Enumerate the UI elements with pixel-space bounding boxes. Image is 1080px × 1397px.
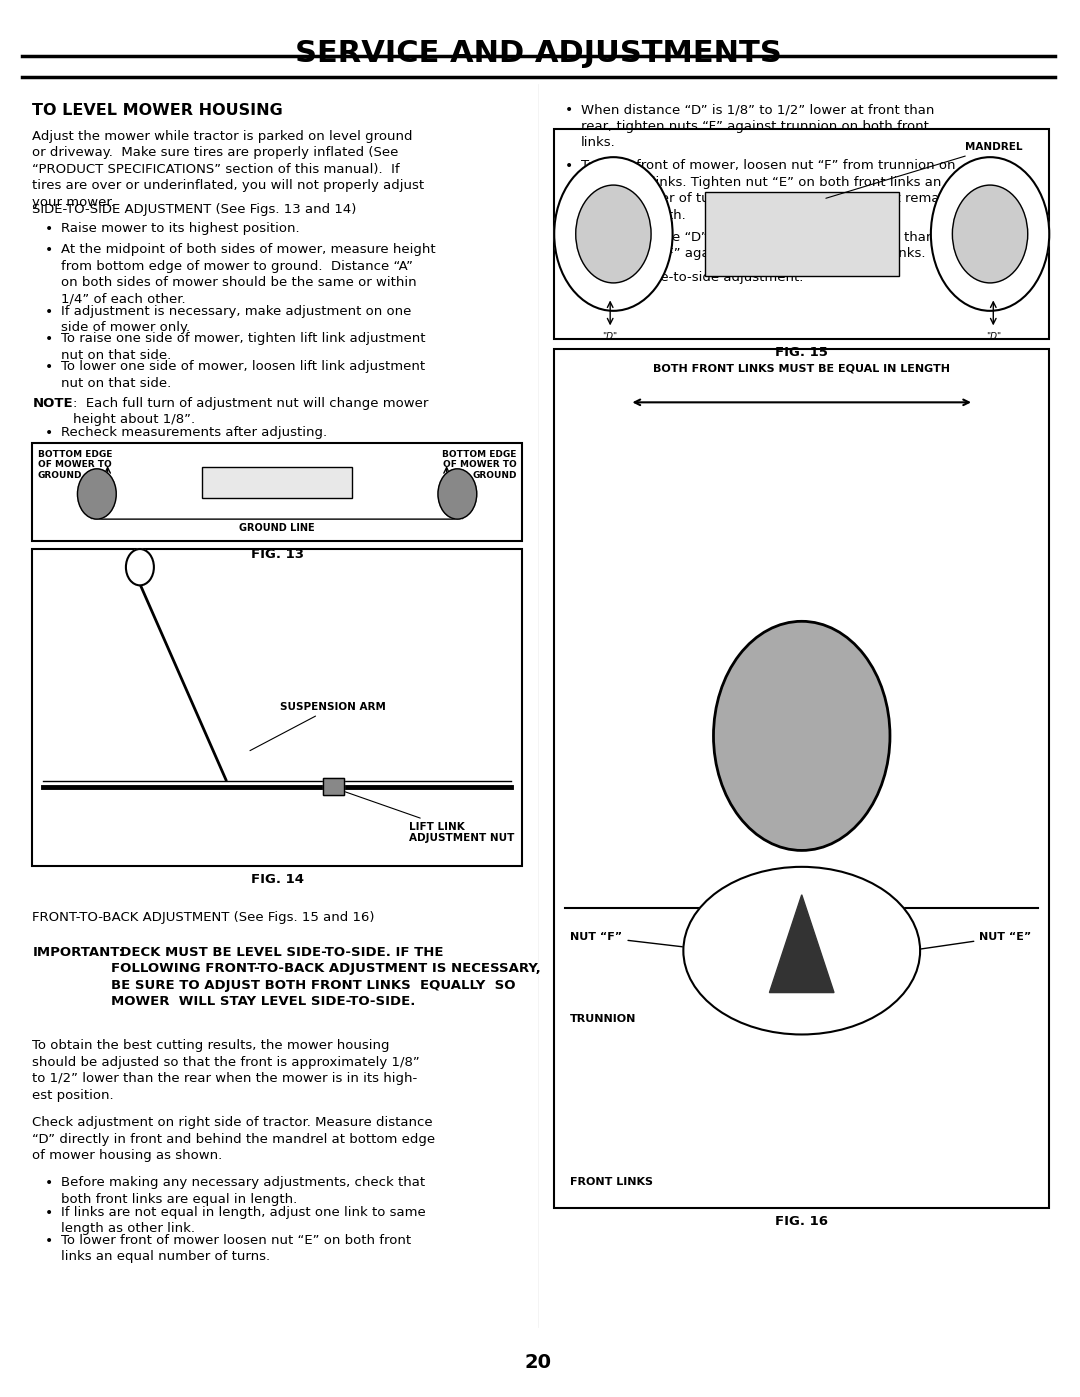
Text: :  Each full turn of adjustment nut will change mower
height about 1/8”.: : Each full turn of adjustment nut will … [73,397,429,426]
Text: At the midpoint of both sides of mower, measure height
from bottom edge of mower: At the midpoint of both sides of mower, … [62,243,436,306]
Text: To obtain the best cutting results, the mower housing
should be adjusted so that: To obtain the best cutting results, the … [32,1039,420,1102]
Text: 20: 20 [525,1352,552,1372]
FancyBboxPatch shape [202,468,352,499]
Circle shape [438,469,476,520]
Circle shape [931,156,1050,312]
Text: Recheck side-to-side adjustment.: Recheck side-to-side adjustment. [581,271,804,284]
Text: •: • [565,271,573,285]
FancyBboxPatch shape [32,549,522,866]
Text: "D": "D" [986,332,1001,341]
Text: •: • [45,360,53,374]
Circle shape [554,156,673,312]
Circle shape [714,622,890,851]
Text: •: • [45,332,53,346]
Text: NOTE: NOTE [32,397,73,409]
Text: MANDREL: MANDREL [826,142,1023,198]
Text: When distance “D” is 1/8” to 1/2” lower at front than
rear, tighten nuts “F” aga: When distance “D” is 1/8” to 1/2” lower … [581,103,934,149]
Text: If adjustment is necessary, make adjustment on one
side of mower only.: If adjustment is necessary, make adjustm… [62,305,411,334]
Text: FIG. 14: FIG. 14 [251,873,303,886]
Text: Before making any necessary adjustments, check that
both front links are equal i: Before making any necessary adjustments,… [62,1176,426,1206]
Text: BOTH FRONT LINKS MUST BE EQUAL IN LENGTH: BOTH FRONT LINKS MUST BE EQUAL IN LENGTH [653,363,950,373]
FancyBboxPatch shape [705,191,899,277]
Circle shape [953,186,1028,282]
Text: To raise front of mower, loosen nut “F” from trunnion on
both front links. Tight: To raise front of mower, loosen nut “F” … [581,159,956,222]
Text: When distance “D” is 1/8” to 1/2” lower at front than rear,
tighten nut “F” agai: When distance “D” is 1/8” to 1/2” lower … [581,231,970,260]
Text: NUT “F”: NUT “F” [570,932,713,950]
Text: IMPORTANT:: IMPORTANT: [32,946,124,958]
Text: •: • [45,222,53,236]
Circle shape [576,186,651,282]
Text: SIDE-TO-SIDE ADJUSTMENT (See Figs. 13 and 14): SIDE-TO-SIDE ADJUSTMENT (See Figs. 13 an… [32,203,356,215]
Text: BOTTOM EDGE
OF MOWER TO
GROUND: BOTTOM EDGE OF MOWER TO GROUND [442,450,516,479]
FancyBboxPatch shape [554,349,1050,1208]
Text: TRUNNION: TRUNNION [570,1014,637,1024]
Text: GROUND LINE: GROUND LINE [240,524,315,534]
Text: Adjust the mower while tractor is parked on level ground
or driveway.  Make sure: Adjust the mower while tractor is parked… [32,130,424,210]
Text: FRONT LINKS: FRONT LINKS [570,1178,653,1187]
Ellipse shape [684,866,920,1034]
Text: Recheck measurements after adjusting.: Recheck measurements after adjusting. [62,426,327,439]
Text: •: • [45,1176,53,1190]
Text: "D": "D" [603,332,618,341]
Text: To raise one side of mower, tighten lift link adjustment
nut on that side.: To raise one side of mower, tighten lift… [62,332,426,362]
Polygon shape [769,895,834,992]
Text: To lower one side of mower, loosen lift link adjustment
nut on that side.: To lower one side of mower, loosen lift … [62,360,426,390]
Text: SERVICE AND ADJUSTMENTS: SERVICE AND ADJUSTMENTS [295,39,782,68]
Circle shape [78,469,117,520]
Text: •: • [45,1234,53,1248]
Text: A: A [82,503,91,513]
FancyBboxPatch shape [32,443,522,541]
Bar [323,778,345,795]
Text: •: • [565,159,573,173]
Text: TO LEVEL MOWER HOUSING: TO LEVEL MOWER HOUSING [32,103,283,119]
Text: Raise mower to its highest position.: Raise mower to its highest position. [62,222,300,235]
Text: •: • [45,426,53,440]
Circle shape [126,549,153,585]
Text: SUSPENSION ARM: SUSPENSION ARM [249,703,386,750]
Text: •: • [45,305,53,319]
Text: FIG. 16: FIG. 16 [775,1215,828,1228]
Text: FIG. 15: FIG. 15 [775,346,828,359]
Bar [323,778,345,795]
Text: NUT “E”: NUT “E” [913,932,1031,950]
Text: To lower front of mower loosen nut “E” on both front
links an equal number of tu: To lower front of mower loosen nut “E” o… [62,1234,411,1263]
Text: FRONT-TO-BACK ADJUSTMENT (See Figs. 15 and 16): FRONT-TO-BACK ADJUSTMENT (See Figs. 15 a… [32,911,375,923]
Text: Check adjustment on right side of tractor. Measure distance
“D” directly in fron: Check adjustment on right side of tracto… [32,1116,435,1162]
Text: •: • [45,1206,53,1220]
Text: BOTTOM EDGE
OF MOWER TO
GROUND: BOTTOM EDGE OF MOWER TO GROUND [38,450,112,479]
Text: A: A [463,503,472,513]
Text: •: • [565,231,573,244]
Text: •: • [565,103,573,117]
Text: •: • [45,243,53,257]
Text: FIG. 13: FIG. 13 [251,548,303,560]
Text: If links are not equal in length, adjust one link to same
length as other link.: If links are not equal in length, adjust… [62,1206,427,1235]
Text: LIFT LINK
ADJUSTMENT NUT: LIFT LINK ADJUSTMENT NUT [341,791,514,844]
FancyBboxPatch shape [554,129,1050,339]
Text: DECK MUST BE LEVEL SIDE-TO-SIDE. IF THE
FOLLOWING FRONT-TO-BACK ADJUSTMENT IS NE: DECK MUST BE LEVEL SIDE-TO-SIDE. IF THE … [111,946,541,1009]
